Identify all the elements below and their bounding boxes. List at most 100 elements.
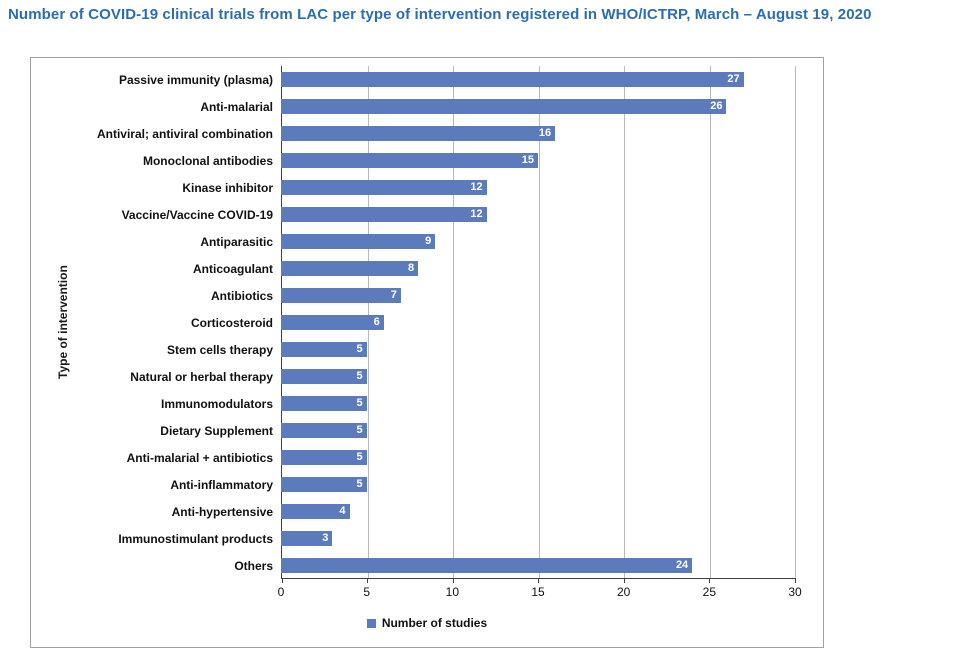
bar-value-label: 5 [356,370,363,382]
bar-track: 24 [281,558,795,573]
bar-track: 5 [281,396,795,411]
category-label: Immunomodulators [160,396,273,411]
bar-track: 5 [281,477,795,492]
x-tick-label: 10 [445,585,460,599]
bar-track: 3 [281,531,795,546]
chart-row: Anticoagulant 8 [85,255,795,282]
bar: 7 [281,288,401,303]
bar-value-label: 5 [356,424,363,436]
bar-track: 15 [281,153,795,168]
x-axis-ticks: 0 5 10 15 20 25 30 [277,585,802,601]
bar-value-label: 7 [390,289,397,301]
bar: 15 [281,153,538,168]
bar: 5 [281,450,367,465]
category-label: Immunostimulant products [118,531,273,546]
bar-track: 4 [281,504,795,519]
chart-row: Antiviral; antiviral combination 16 [85,120,795,147]
bar: 5 [281,477,367,492]
x-tick-mark [794,578,796,583]
bar-value-label: 12 [470,208,483,220]
chart-row: Anti-inflammatory 5 [85,471,795,498]
bar-rows: Passive immunity (plasma) 27 Anti-malarial… [85,66,795,579]
bar: 27 [281,72,744,87]
gridline [624,66,625,578]
chart-row: Anti-malarial + antibiotics 5 [85,444,795,471]
bar-track: 12 [281,207,795,222]
category-label: Passive immunity (plasma) [118,72,273,87]
chart-row: Anti-hypertensive 4 [85,498,795,525]
category-label: Monoclonal antibodies [142,153,273,168]
bar-value-label: 26 [710,100,723,112]
bar-track: 5 [281,369,795,384]
bar-track: 8 [281,261,795,276]
chart-row: Corticosteroid 6 [85,309,795,336]
category-label: Stem cells therapy [166,342,273,357]
category-label: Antiparasitic [200,234,273,249]
x-tick-mark [709,578,710,583]
gridline [453,66,454,578]
category-label: Antiviral; antiviral combination [96,126,273,141]
bar: 9 [281,234,436,249]
x-tick-mark [367,578,368,583]
bar: 4 [281,504,350,519]
category-label: Kinase inhibitor [182,180,273,195]
bar: 5 [281,342,367,357]
category-label: Anti-malarial + antibiotics [126,450,273,465]
category-label: Natural or herbal therapy [130,369,273,384]
x-tick-label: 0 [277,585,285,599]
bar: 24 [281,558,693,573]
x-tick-label: 25 [702,585,717,599]
chart-row: Immunomodulators 5 [85,390,795,417]
x-tick-label: 5 [363,585,370,599]
bar-value-label: 5 [356,451,363,463]
chart-row: Monoclonal antibodies 15 [85,147,795,174]
legend-label: Number of studies [381,616,488,630]
gridline [709,66,711,578]
bar-value-label: 9 [425,235,432,247]
x-tick-mark [538,578,539,583]
bar: 3 [281,531,333,546]
chart-row: Vaccine/Vaccine COVID-19 12 [85,201,795,228]
chart-row: Natural or herbal therapy 5 [85,363,795,390]
bar-track: 26 [281,99,795,114]
bar: 5 [281,369,367,384]
bar-track: 12 [281,180,795,195]
bar: 16 [281,126,556,141]
x-tick-label: 30 [788,585,802,599]
bar-value-label: 5 [356,343,363,355]
bar-value-label: 12 [470,181,483,193]
chart-row: Dietary Supplement 5 [85,417,795,444]
x-tick-mark [452,578,454,583]
bar-value-label: 24 [675,559,689,571]
bar-value-label: 16 [538,127,552,139]
bar: 8 [281,261,419,276]
chart-row: Passive immunity (plasma) 27 [85,66,795,93]
chart-row: Stem cells therapy 5 [85,336,795,363]
bar-track: 6 [281,315,795,330]
y-axis-label: Type of intervention [56,265,70,380]
chart-frame: Type of intervention Passive immunity (p… [30,57,824,648]
bar-value-label: 15 [521,154,534,166]
bar-value-label: 8 [407,262,415,274]
chart-row: Others 24 [85,552,795,579]
x-tick-mark [623,578,625,583]
gridline [795,66,796,578]
legend-swatch-icon [366,618,376,628]
bar-value-label: 5 [356,397,363,409]
bar-value-label: 5 [356,478,363,490]
category-label: Anti-malarial [200,99,273,114]
category-label: Antibiotics [211,288,273,303]
bar: 5 [281,423,367,438]
chart-row: Anti-malarial 26 [85,93,795,120]
bar: 12 [281,180,487,195]
x-tick-mark [281,578,283,583]
bar-track: 7 [281,288,795,303]
bar: 5 [281,396,367,411]
page-title: Number of COVID-19 clinical trials from … [8,6,872,23]
category-label: Anti-inflammatory [170,477,273,492]
bar-track: 16 [281,126,795,141]
category-label: Dietary Supplement [160,423,273,438]
chart-row: Antibiotics 7 [85,282,795,309]
category-label: Others [234,558,273,573]
